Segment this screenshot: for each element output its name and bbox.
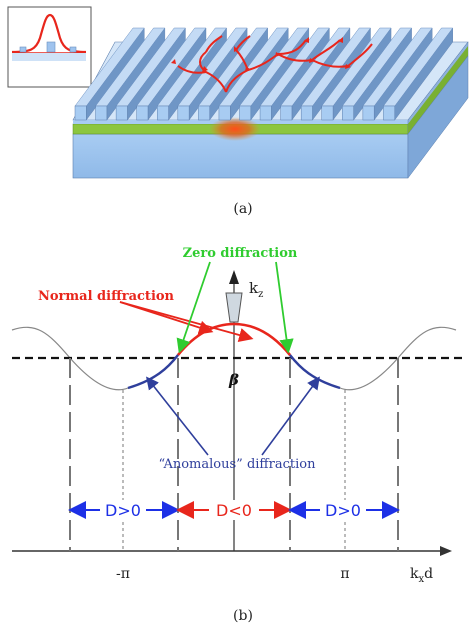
beta-label: β — [228, 371, 239, 389]
ridge-front — [115, 105, 128, 121]
minus-pi-tick-label: -π — [116, 566, 130, 582]
anomalous-arc-right — [289, 354, 341, 390]
pi-tick-label: π — [340, 566, 349, 582]
pi-markers — [122, 390, 346, 551]
ridge-front — [300, 105, 313, 121]
kx-d-label: kxd — [410, 566, 433, 585]
ridge-front — [342, 105, 354, 121]
d-negative-label: D<0 — [216, 501, 252, 520]
ridge-front — [259, 105, 272, 121]
anomalous-diffraction-label: “Anomalous” diffraction — [159, 457, 317, 472]
normal-diffraction-label: Normal diffraction — [38, 289, 175, 304]
anomalous-arc-left — [127, 354, 179, 390]
d-positive-right-label: D>0 — [325, 501, 361, 520]
normal-diffraction-arc — [176, 322, 292, 356]
excitation-spot — [209, 117, 261, 141]
gaussian-profile-curve — [11, 13, 87, 54]
panel-a: (a) — [7, 6, 469, 217]
waveguide-array — [72, 27, 469, 179]
kx-axis-arrowhead — [440, 546, 452, 556]
panel-b-caption: (b) — [233, 608, 253, 624]
input-beam-cone — [225, 292, 243, 323]
ridge-front — [177, 105, 190, 121]
kz-label: kz — [249, 279, 263, 300]
d-positive-left-label: D>0 — [105, 501, 141, 520]
panel-b: Zero diffraction Normal diffraction “Ano… — [11, 246, 466, 624]
inset-profile — [7, 6, 92, 88]
ridge-front — [362, 105, 375, 121]
kz-axis-arrowhead — [229, 270, 239, 284]
ridge-front — [74, 105, 87, 121]
panel-a-caption: (a) — [233, 201, 252, 217]
ridge-front — [218, 105, 231, 121]
ridge-front — [198, 105, 210, 121]
ridge-front — [383, 105, 395, 121]
ridge-front — [239, 105, 252, 121]
band-boundaries — [69, 358, 399, 551]
zero-diffraction-label: Zero diffraction — [183, 246, 298, 261]
ridge-front — [280, 105, 293, 121]
ridge-front — [321, 105, 334, 121]
ridge-front — [136, 105, 149, 121]
ridge-front — [157, 105, 169, 121]
ridge-front — [95, 105, 108, 121]
